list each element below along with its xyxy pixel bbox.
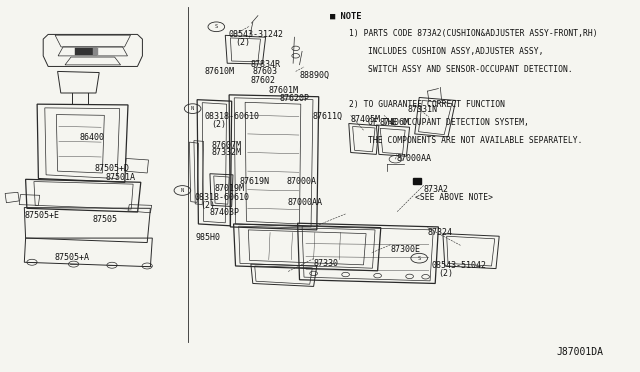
Text: 87331N: 87331N bbox=[407, 105, 437, 114]
Text: 87610M: 87610M bbox=[205, 67, 235, 76]
Text: 87403P: 87403P bbox=[210, 208, 240, 217]
Text: 87405M: 87405M bbox=[351, 115, 381, 124]
Text: 88890Q: 88890Q bbox=[300, 71, 330, 80]
Text: 87602: 87602 bbox=[251, 76, 276, 85]
Text: 87505+E: 87505+E bbox=[24, 211, 60, 220]
Text: (2): (2) bbox=[236, 38, 250, 47]
Text: 87000AA: 87000AA bbox=[397, 154, 432, 163]
Text: 87000AA: 87000AA bbox=[288, 198, 323, 207]
Text: 87611Q: 87611Q bbox=[312, 112, 342, 121]
Bar bbox=[413, 178, 421, 184]
Text: 08318-60610: 08318-60610 bbox=[205, 112, 260, 121]
Text: 87501A: 87501A bbox=[106, 173, 136, 182]
Text: OF THE OCCUPANT DETECTION SYSTEM,: OF THE OCCUPANT DETECTION SYSTEM, bbox=[368, 118, 529, 127]
Text: 87505: 87505 bbox=[93, 215, 118, 224]
Text: 87607M: 87607M bbox=[211, 141, 241, 150]
Text: 87406M: 87406M bbox=[380, 118, 410, 127]
Text: 87324: 87324 bbox=[428, 228, 452, 237]
Text: 1) PARTS CODE 873A2(CUSHION&ADJUSTER ASSY-FRONT,RH): 1) PARTS CODE 873A2(CUSHION&ADJUSTER ASS… bbox=[349, 29, 597, 38]
Text: 87505+D: 87505+D bbox=[95, 164, 130, 173]
Text: 08318-60610: 08318-60610 bbox=[195, 193, 250, 202]
Text: (2): (2) bbox=[200, 201, 215, 210]
Text: 86400: 86400 bbox=[80, 133, 105, 142]
Text: 87505+A: 87505+A bbox=[54, 253, 90, 262]
Text: 87300E: 87300E bbox=[390, 245, 420, 254]
Text: 87000A: 87000A bbox=[287, 177, 317, 186]
Text: 873A2: 873A2 bbox=[424, 185, 449, 194]
Text: 87330: 87330 bbox=[314, 259, 339, 267]
Text: S: S bbox=[417, 256, 421, 261]
Text: 87019M: 87019M bbox=[214, 184, 244, 193]
Text: 87603: 87603 bbox=[253, 67, 278, 76]
Bar bbox=[75, 48, 97, 55]
Text: N: N bbox=[180, 188, 184, 193]
Bar bbox=[93, 48, 98, 55]
Text: (2): (2) bbox=[438, 269, 452, 278]
Text: THE COMPONENTS ARE NOT AVAILABLE SEPARATELY.: THE COMPONENTS ARE NOT AVAILABLE SEPARAT… bbox=[368, 136, 582, 145]
Text: 87620P: 87620P bbox=[280, 94, 310, 103]
Text: J87001DA: J87001DA bbox=[557, 347, 604, 357]
Text: INCLUDES CUSHION ASSY,ADJUSTER ASSY,: INCLUDES CUSHION ASSY,ADJUSTER ASSY, bbox=[368, 47, 543, 56]
Text: 08543-51042: 08543-51042 bbox=[431, 261, 486, 270]
Text: (2): (2) bbox=[211, 120, 226, 129]
Text: SWITCH ASSY AND SENSOR-OCCUPANT DETECTION.: SWITCH ASSY AND SENSOR-OCCUPANT DETECTIO… bbox=[368, 65, 573, 74]
Text: <SEE ABOVE NOTE>: <SEE ABOVE NOTE> bbox=[415, 193, 493, 202]
Text: 87332M: 87332M bbox=[211, 148, 241, 157]
Text: 87619N: 87619N bbox=[240, 177, 270, 186]
Text: 87601M: 87601M bbox=[269, 86, 299, 95]
Text: 08543-31242: 08543-31242 bbox=[228, 30, 284, 39]
Text: ■ NOTE: ■ NOTE bbox=[330, 11, 361, 20]
Text: S: S bbox=[214, 24, 218, 29]
Text: N: N bbox=[191, 106, 195, 111]
Text: 87834R: 87834R bbox=[251, 60, 281, 68]
Text: 2) TO GUARANTEE CORRECT FUNCTION: 2) TO GUARANTEE CORRECT FUNCTION bbox=[349, 100, 505, 109]
Text: 985H0: 985H0 bbox=[195, 232, 220, 241]
